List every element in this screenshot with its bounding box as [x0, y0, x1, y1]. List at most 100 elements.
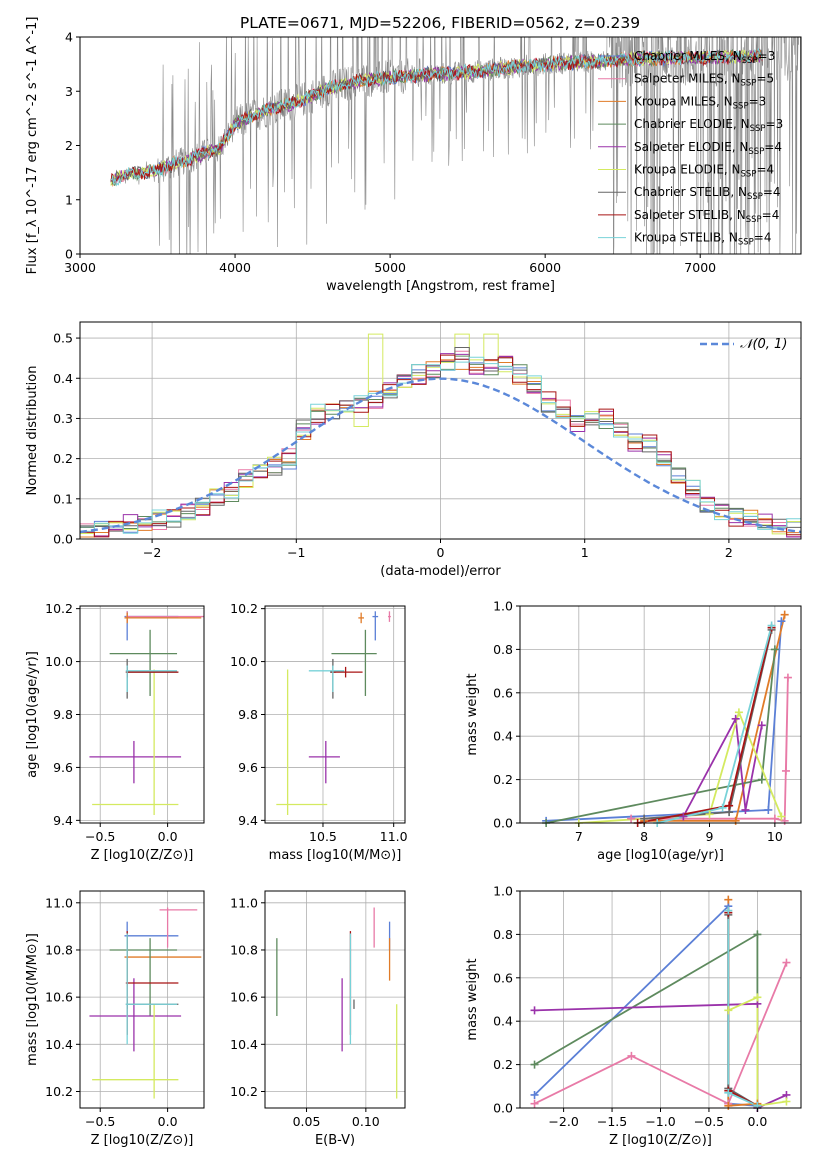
panel-weight_vs_age: 7 8 9 10 0.0 0.2 0.4 0.6 0.8 1.0 age [log10(age/yr… [465, 599, 802, 863]
x-tick-label: 0.05 [293, 1114, 321, 1129]
x-tick-label: 0.0 [158, 829, 178, 844]
x-tick-label: 4000 [219, 260, 251, 275]
y-tick-label: 0.0 [493, 816, 513, 831]
x-axis-label: age [log10(age/yr)] [597, 848, 724, 863]
y-tick-label: 10.0 [230, 654, 258, 669]
y-tick-label: 1.0 [493, 599, 513, 614]
legend-label: Chabrier STELIB, NSSP=4 [634, 185, 781, 202]
plot-area [276, 611, 391, 816]
legend-label: Kroupa STELIB, NSSP=4 [634, 231, 772, 248]
plot-area [89, 611, 204, 816]
legend-label: Salpeter STELIB, NSSP=4 [634, 208, 779, 225]
series-point-salpeter_miles [530, 1099, 539, 1108]
x-tick-label: 10 [767, 829, 783, 844]
y-axis-label: mass [log10(M/M⊙)] [25, 933, 40, 1066]
x-tick-label: −0.5 [85, 829, 115, 844]
y-tick-label: 10.0 [45, 654, 73, 669]
y-tick-label: 0 [65, 247, 73, 262]
figure-title: PLATE=0671, MJD=52206, FIBERID=0562, z=0… [240, 14, 640, 32]
y-tick-label: 0.2 [53, 451, 73, 466]
y-tick-label: 10.2 [230, 1084, 258, 1099]
series-line-kroupa_elodie [727, 995, 787, 1107]
y-tick-label: 0.2 [493, 1057, 513, 1072]
legend: 𝒩(0, 1) [700, 337, 787, 352]
plot-area [545, 614, 789, 823]
series-point-kroupa_stelib [724, 906, 733, 915]
model-spectrum-salpeter_stelib [110, 48, 763, 184]
x-tick-label: −1.0 [645, 1114, 675, 1129]
y-tick-label: 10.6 [45, 990, 73, 1005]
axes-frame [264, 890, 406, 1109]
y-tick-label: 0.3 [53, 411, 73, 426]
x-axis-label: E(B-V) [315, 1133, 355, 1148]
y-axis-label: Flux [f_λ 10^-17 erg cm^-2 s^-1 A^-1] [25, 17, 40, 275]
x-tick-label: −0.5 [85, 1114, 115, 1129]
y-tick-label: 2 [65, 138, 73, 153]
series-point-chabrier_elodie [757, 775, 766, 784]
series-point-kroupa_elodie [782, 1097, 791, 1106]
panel-mass_vs_ebv: 0.05 0.10 10.2 10.4 10.6 10.8 11.0 E(B-V) [230, 890, 406, 1148]
x-tick-label: 1 [581, 545, 589, 560]
axes-frame [79, 890, 205, 1109]
series-point-kroupa_stelib [724, 1088, 733, 1097]
x-axis-label: Z [log10(Z/Z⊙)] [91, 848, 194, 863]
x-axis-label: mass [log10(M/M⊙)] [269, 848, 402, 863]
y-tick-label: 3 [65, 84, 73, 99]
panel-mass_vs_z: −0.5 0.0 10.2 10.4 10.6 10.8 11.0 Z [log10(Z/Z⊙… [25, 890, 205, 1148]
x-tick-label: −1 [287, 545, 305, 560]
series-point-kroupa_elodie [753, 993, 762, 1002]
panel-age_vs_z: −0.5 0.0 9.4 9.6 9.8 10.0 10.2 Z [log10(Z/Z⊙)] a… [25, 601, 205, 863]
plot-area [276, 907, 398, 1099]
x-tick-label: 9 [706, 829, 714, 844]
model-spectrum-kroupa_stelib [110, 47, 763, 187]
x-tick-label: 6000 [529, 260, 561, 275]
y-tick-label: 0.4 [493, 729, 513, 744]
y-tick-label: 0.0 [493, 1101, 513, 1116]
x-tick-label: 10.5 [309, 829, 337, 844]
y-tick-label: 0.5 [53, 331, 73, 346]
y-tick-label: 10.8 [45, 942, 73, 957]
legend-label: Chabrier ELODIE, NSSP=3 [634, 117, 783, 134]
y-tick-label: 0.2 [493, 772, 513, 787]
series-point-kroupa_elodie [777, 812, 786, 821]
y-tick-label: 0.1 [53, 491, 73, 506]
panel-spectrum: 3000 4000 5000 6000 7000 0 1 2 3 4 wavelength [Ang… [25, 17, 802, 294]
x-axis-label: wavelength [Angstrom, rest frame] [326, 279, 555, 294]
series-line-kroupa_elodie [578, 709, 783, 823]
x-tick-label: −1.5 [597, 1114, 627, 1129]
series-point-salpeter_elodie [731, 714, 740, 723]
y-tick-label: 11.0 [45, 895, 73, 910]
observed-spectrum-line [110, 37, 801, 254]
series-line-kroupa_stelib [656, 625, 773, 823]
x-tick-label: −2.0 [548, 1114, 578, 1129]
x-tick-label: 0.0 [158, 1114, 178, 1129]
x-tick-label: 8 [640, 829, 648, 844]
y-tick-label: 1.0 [493, 884, 513, 899]
series-point-salpeter_elodie [530, 1006, 539, 1015]
y-tick-label: 10.2 [45, 1084, 73, 1099]
x-axis-label: Z [log10(Z/Z⊙)] [609, 1133, 712, 1148]
series-point-kroupa_miles [724, 895, 733, 904]
gaussian-curve [80, 377, 801, 534]
x-axis-label: Z [log10(Z/Z⊙)] [91, 1133, 194, 1148]
series-point-kroupa_stelib [767, 621, 776, 630]
series-point-chabrier_stelib [640, 814, 649, 823]
y-axis-label: Normed distribution [25, 366, 40, 496]
series-point-kroupa_stelib [718, 803, 727, 812]
y-tick-label: 10.2 [45, 601, 73, 616]
x-tick-label: 2 [725, 545, 733, 560]
y-tick-label: 0.8 [493, 642, 513, 657]
y-tick-label: 9.8 [53, 707, 73, 722]
series-point-kroupa_miles [780, 610, 789, 619]
series-point-kroupa_elodie [724, 1006, 733, 1015]
x-tick-label: 0.0 [747, 1114, 767, 1129]
histogram-kroupa_stelib [80, 356, 801, 539]
y-tick-label: 0.4 [493, 1014, 513, 1029]
axes-frame [519, 605, 802, 824]
x-axis-label: (data-model)/error [380, 564, 501, 579]
plot-area [80, 333, 801, 539]
series-point-salpeter_miles [770, 814, 779, 823]
series-point-chabrier_miles [777, 617, 786, 626]
series-point-salpeter_miles [627, 814, 636, 823]
x-tick-label: 7 [575, 829, 583, 844]
